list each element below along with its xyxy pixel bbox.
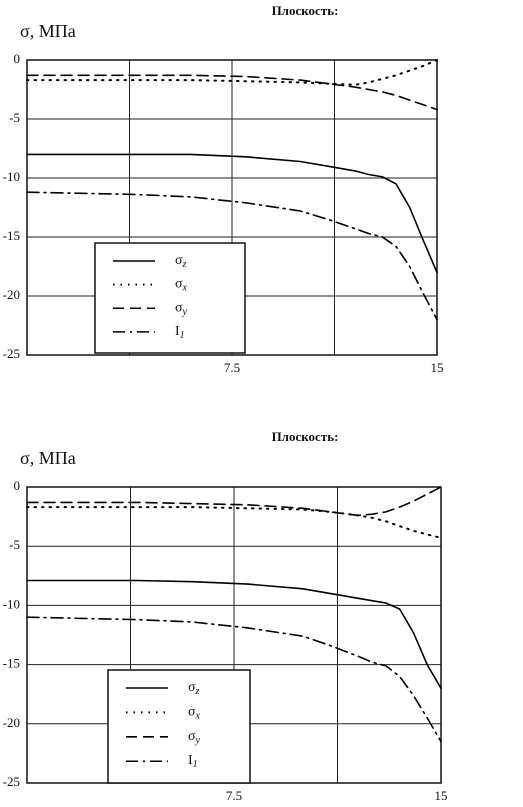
y-tick-label: -25 — [3, 774, 20, 789]
plot-frame — [26, 59, 438, 356]
series-line — [26, 616, 442, 743]
legend-subscript: 1 — [180, 330, 185, 341]
legend-label: σy — [175, 300, 188, 317]
y-tick-label: -20 — [3, 287, 20, 302]
series-line — [26, 579, 442, 690]
legend-symbol: σ — [188, 729, 196, 744]
y-tick-label: -25 — [3, 346, 20, 361]
series-line — [26, 191, 438, 321]
legend-label: σx — [188, 705, 201, 722]
y-tick-label: -20 — [3, 715, 20, 730]
legend-subscript: y — [195, 735, 201, 746]
legend-label: σz — [188, 680, 200, 697]
series-line — [26, 486, 442, 517]
y-tick-label: 0 — [14, 478, 21, 493]
legend-symbol: σ — [175, 277, 183, 292]
legend-symbol: σ — [175, 253, 183, 268]
legend-label: σy — [188, 729, 201, 746]
y-tick-label: -10 — [3, 596, 20, 611]
legend-subscript: y — [182, 307, 188, 318]
legend-label: σz — [175, 253, 187, 270]
series-line — [26, 153, 438, 274]
legend-box — [107, 669, 251, 784]
y-tick-label: -15 — [3, 228, 20, 243]
y-tick-label: 0 — [14, 51, 21, 66]
legend-symbol: I — [188, 753, 193, 768]
series-line — [26, 74, 438, 111]
legend-label: σx — [175, 277, 188, 294]
x-tick-label: 7.5 — [224, 360, 240, 375]
chart-title: Плоскость: — [272, 429, 339, 444]
legend-box — [94, 242, 246, 354]
x-tick-label: 15 — [431, 360, 444, 375]
legend-symbol: σ — [188, 680, 196, 695]
y-axis-label: σ, МПа — [20, 448, 76, 468]
y-axis-label: σ, МПа — [20, 21, 76, 41]
series-line — [26, 59, 438, 86]
legend-subscript: z — [195, 686, 200, 697]
legend-subscript: x — [195, 711, 201, 722]
y-tick-label: -5 — [9, 110, 20, 125]
legend-symbol: σ — [175, 300, 183, 315]
legend-subscript: x — [182, 283, 188, 294]
y-tick-label: -5 — [9, 537, 20, 552]
y-tick-label: -10 — [3, 169, 20, 184]
legend-subscript: z — [182, 259, 187, 270]
chart-title: Плоскость: — [272, 3, 339, 18]
series-line — [26, 506, 442, 539]
legend-subscript: 1 — [193, 760, 198, 771]
legend-symbol: I — [175, 324, 180, 339]
legend-label: I1 — [175, 324, 185, 341]
x-tick-label: 7.5 — [226, 788, 242, 803]
y-tick-label: -15 — [3, 656, 20, 671]
legend-label: I1 — [188, 753, 198, 770]
x-tick-label: 15 — [435, 788, 448, 803]
legend-symbol: σ — [188, 705, 196, 720]
